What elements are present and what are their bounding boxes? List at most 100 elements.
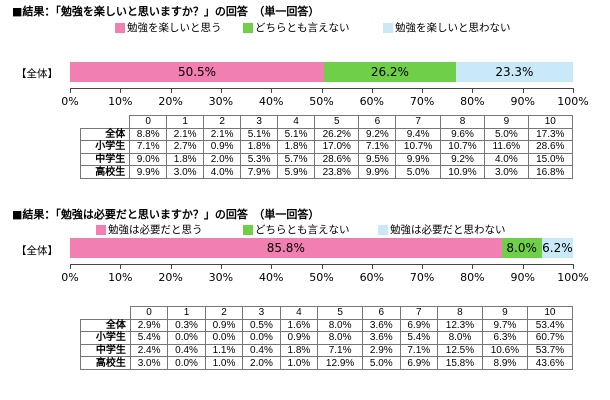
table-cell: 8.0% [317, 331, 364, 345]
table-row-header: 全体 [79, 127, 131, 142]
table-corner [80, 115, 131, 129]
x-tick-label: 90% [510, 271, 535, 284]
x-tick-mark [522, 264, 524, 269]
x-tick-mark [170, 88, 172, 93]
table-row-header: 中学生 [80, 343, 131, 358]
table-cell: 3.0% [166, 165, 205, 179]
x-tick-label: 60% [359, 271, 385, 284]
table-cell: 1.8% [240, 140, 279, 154]
table-header-row: 0 1 2 3 4 5 6 7 8 9 10 [80, 115, 574, 129]
table-cell: 7.1% [399, 343, 438, 358]
table-row: 全体 2.9% 0.3% 0.9% 0.5% 1.6% 8.0% 3.6% 6.9% 12.3% 9… [80, 318, 574, 333]
legend-swatch-pink [115, 22, 125, 33]
table-column-header: 9 [481, 306, 528, 320]
table-column-header: 8 [436, 306, 483, 320]
legend-label: 勉強を楽しいと思う [127, 22, 222, 34]
table-row: 中学生 9.0% 1.8% 2.0% 5.3% 5.7% 28.6% 9.5% 9.9% 9.2%… [79, 152, 574, 167]
x-tick-label: 50% [309, 95, 334, 108]
table-cell: 5.0% [362, 356, 401, 370]
legend-label: 勉強を楽しいと思わない [395, 22, 511, 34]
table-cell: 3.6% [362, 318, 401, 333]
table-cell: 0.0% [167, 331, 206, 345]
chart2-data-table: 0 1 2 3 4 5 6 7 8 9 10 全体 2.9% 0.3% 0.9% 0.5% 1.6% 8.0% 3.… [80, 306, 574, 370]
x-tick-label: 40% [258, 95, 284, 108]
x-tick-label: 30% [208, 271, 234, 284]
table-cell: 1.1% [204, 343, 244, 358]
x-tick-mark [70, 88, 71, 93]
table-header-row: 0 1 2 3 4 5 6 7 8 9 10 [80, 306, 574, 320]
x-tick-mark [321, 264, 323, 269]
table-cell: 8.9% [481, 356, 528, 370]
table-cell: 17.3% [527, 127, 574, 142]
x-tick-label: 100% [557, 95, 589, 108]
x-tick-mark [422, 264, 424, 269]
table-column-header: 2 [203, 115, 242, 129]
x-tick-mark [472, 88, 474, 93]
data-label: 6.2% [542, 241, 573, 255]
table-column-header: 10 [527, 115, 574, 129]
data-label: 26.2% [370, 65, 409, 79]
chart2-row-label: 【全体】 [16, 245, 58, 257]
table-cell: 0.0% [204, 331, 244, 345]
x-tick-label: 80% [460, 95, 485, 108]
table-corner [80, 306, 131, 320]
legend-label: 勉強は必要だと思う [108, 224, 203, 236]
x-tick-label: 20% [158, 271, 183, 284]
table-row-header: 全体 [80, 318, 131, 333]
table-cell: 9.6% [439, 127, 486, 142]
table-cell: 9.9% [395, 152, 441, 167]
table-row: 小学生 7.1% 2.7% 0.9% 1.8% 1.8% 17.0% 7.1% 10.7% 10.… [79, 140, 574, 154]
table-cell: 2.0% [242, 356, 281, 370]
table-cell: 5.1% [240, 127, 279, 142]
x-tick-label: 0% [61, 271, 79, 284]
table-cell: 2.1% [166, 127, 205, 142]
chart2-legend-positive: 勉強は必要だと思う [96, 222, 203, 237]
data-label: 85.8% [266, 241, 305, 255]
table-row-header: 高校生 [79, 165, 131, 179]
table-cell: 5.0% [484, 127, 529, 142]
legend-label: どちらとも言えない [255, 224, 350, 236]
table-cell: 16.8% [527, 165, 574, 179]
x-tick-label: 10% [108, 271, 133, 284]
legend-swatch-green [243, 224, 253, 235]
data-label: 8.0% [506, 241, 537, 255]
x-tick-label: 70% [409, 271, 435, 284]
x-tick-mark [170, 264, 172, 269]
x-tick-label: 60% [359, 95, 385, 108]
table-column-header: 0 [129, 115, 168, 129]
legend-swatch-lightblue [378, 224, 388, 235]
x-tick-mark [271, 264, 273, 269]
x-tick-label: 0% [61, 95, 79, 108]
table-cell: 0.4% [242, 343, 281, 358]
table-cell: 28.6% [527, 140, 574, 154]
table-cell: 9.5% [358, 152, 397, 167]
table-cell: 0.9% [204, 318, 244, 333]
legend-swatch-pink [96, 224, 106, 235]
table-cell: 8.0% [436, 331, 483, 345]
table-cell: 1.8% [166, 152, 205, 167]
table-cell: 1.8% [277, 140, 316, 154]
x-tick-mark [70, 264, 71, 269]
table-cell: 60.7% [526, 331, 574, 345]
table-cell: 9.7% [481, 318, 528, 333]
table-cell: 43.6% [526, 356, 574, 370]
table-cell: 0.0% [242, 331, 281, 345]
table-cell: 28.6% [314, 152, 360, 167]
x-tick-mark [120, 264, 122, 269]
table-cell: 7.1% [358, 140, 397, 154]
bar-segment-neutral: 26.2% [324, 62, 456, 82]
x-tick-mark [573, 264, 574, 269]
table-cell: 53.7% [526, 343, 574, 358]
table-cell: 2.4% [129, 343, 169, 358]
table-column-header: 7 [399, 306, 438, 320]
table-column-header: 2 [204, 306, 244, 320]
table-cell: 9.0% [129, 152, 168, 167]
table-cell: 1.8% [279, 343, 319, 358]
bar-segment-neutral: 8.0% [501, 238, 542, 258]
table-column-header: 7 [395, 115, 441, 129]
table-column-header: 9 [484, 115, 529, 129]
table-column-header: 1 [166, 115, 205, 129]
table-cell: 6.9% [399, 318, 438, 333]
table-cell: 10.7% [395, 140, 441, 154]
table-cell: 2.1% [203, 127, 242, 142]
